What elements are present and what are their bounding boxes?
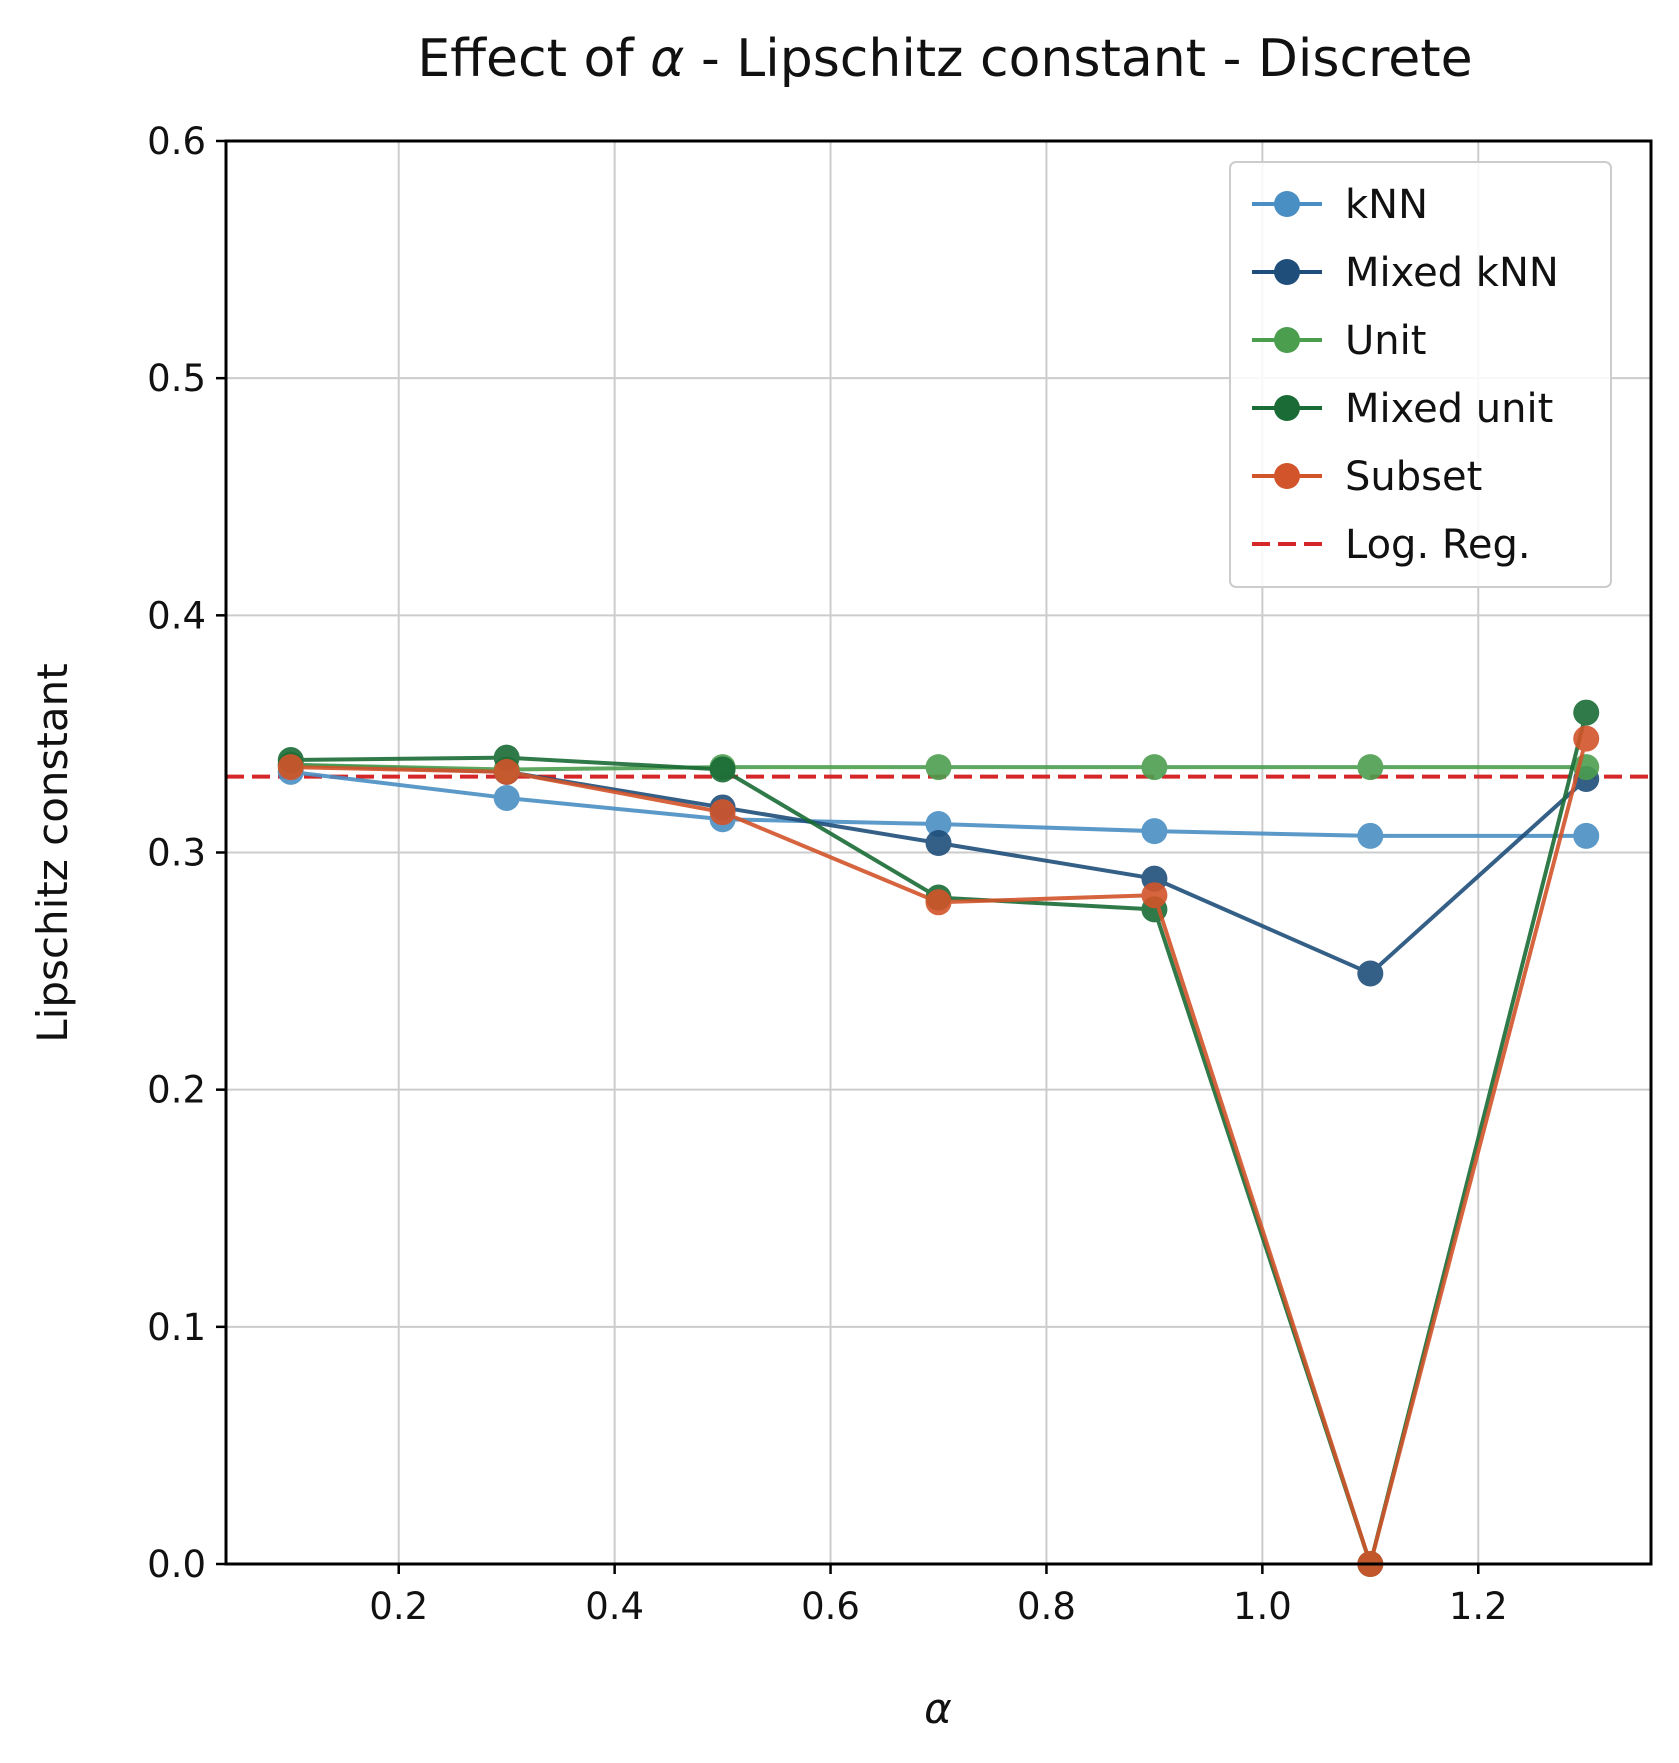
data-point-knn xyxy=(925,811,952,838)
legend-label: Mixed kNN xyxy=(1345,250,1559,296)
legend-label: kNN xyxy=(1345,182,1428,228)
y-ticks: 0.0 0.1 0.2 0.3 0.4 0.5 0.6 xyxy=(147,120,226,1586)
x-axis-label: α xyxy=(924,1684,952,1733)
x-tick-label: 1.0 xyxy=(1233,1585,1292,1628)
y-axis-label: Lipschitz constant xyxy=(28,663,77,1042)
y-tick-label: 0.0 xyxy=(147,1543,206,1586)
x-tick-label: 0.8 xyxy=(1017,1585,1076,1628)
legend-marker xyxy=(1274,327,1300,353)
data-point-knn xyxy=(1357,822,1384,849)
data-point-subset xyxy=(925,889,952,916)
data-point-unit xyxy=(925,754,952,781)
title-prefix: Effect of xyxy=(417,29,650,89)
y-tick-label: 0.2 xyxy=(147,1069,206,1112)
legend-marker xyxy=(1274,395,1300,421)
legend-entry-subset: Subset xyxy=(1252,454,1482,500)
legend-marker xyxy=(1274,191,1300,217)
legend-label: Mixed unit xyxy=(1345,386,1553,432)
legend-entry-knn: kNN xyxy=(1252,182,1428,228)
x-tick-label: 0.6 xyxy=(801,1585,860,1628)
legend-entry-unit: Unit xyxy=(1252,318,1426,364)
data-point-subset xyxy=(493,758,520,785)
legend-label: Unit xyxy=(1345,318,1426,364)
data-point-mixed-knn xyxy=(925,830,952,857)
x-tick-label: 0.4 xyxy=(585,1585,644,1628)
legend-label: Subset xyxy=(1345,454,1482,500)
x-tick-label: 0.2 xyxy=(369,1585,428,1628)
legend-marker xyxy=(1274,463,1300,489)
legend: kNN Mixed kNN Unit Mixed unit Subset Log. Reg… xyxy=(1229,161,1612,588)
series-line-subset xyxy=(290,738,1589,1566)
x-ticks: 0.2 0.4 0.6 0.8 1.0 1.2 xyxy=(369,1564,1508,1628)
series-mixed-knn xyxy=(277,751,1600,987)
data-point-subset xyxy=(277,754,304,781)
legend-box xyxy=(1229,161,1612,588)
legend-label: Log. Reg. xyxy=(1345,522,1531,568)
data-point-mixed-unit xyxy=(709,756,736,783)
title-symbol: α xyxy=(650,29,684,89)
title-suffix: - Lipschitz constant - Discrete xyxy=(684,29,1472,89)
y-tick-label: 0.3 xyxy=(147,832,206,875)
data-point-subset xyxy=(709,799,736,826)
series-group xyxy=(277,699,1600,1577)
y-tick-label: 0.5 xyxy=(147,357,206,400)
data-point-unit xyxy=(1141,754,1168,781)
y-tick-label: 0.1 xyxy=(147,1306,206,1349)
data-point-unit xyxy=(1357,754,1384,781)
legend-entry-log-reg-: Log. Reg. xyxy=(1252,522,1531,568)
data-point-subset xyxy=(1141,882,1168,909)
y-tick-label: 0.4 xyxy=(147,594,206,637)
data-point-knn xyxy=(493,784,520,811)
legend-marker xyxy=(1274,259,1300,285)
x-tick-label: 1.2 xyxy=(1449,1585,1508,1628)
data-point-knn xyxy=(1141,818,1168,845)
data-point-mixed-unit xyxy=(1573,699,1600,726)
legend-entry-mixed-knn: Mixed kNN xyxy=(1252,250,1559,296)
data-point-mixed-knn xyxy=(1357,960,1384,987)
y-tick-label: 0.6 xyxy=(147,120,206,163)
data-point-knn xyxy=(1573,822,1600,849)
chart-title: Effect of α - Lipschitz constant - Discr… xyxy=(417,29,1472,89)
legend-entry-mixed-unit: Mixed unit xyxy=(1252,386,1553,432)
data-point-subset xyxy=(1573,725,1600,752)
